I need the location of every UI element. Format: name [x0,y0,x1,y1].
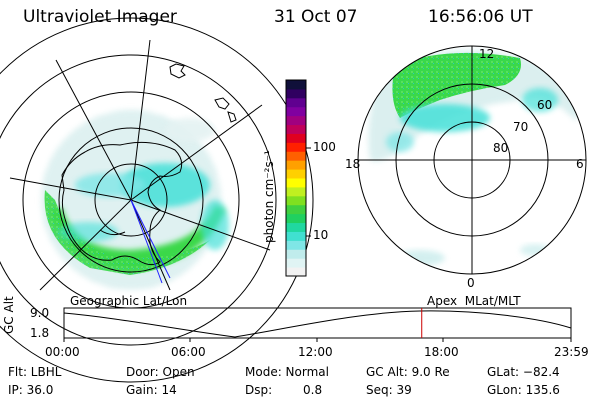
colorbar-segment [286,222,306,232]
mlat-label-60: 60 [537,98,553,112]
timeline-ytick-max: 9.0 [30,306,50,320]
colorbar-segment [286,97,306,108]
glat-info: GLat: −82.4 [487,365,560,379]
mlat-label-70: 70 [513,120,529,134]
timeline-ytick-min: 1.8 [30,326,50,340]
timeline-xtick-0600: 06:00 [171,345,206,359]
colorbar-segment [286,249,306,259]
colorbar-segment [286,124,306,134]
footprint-lines [130,199,171,284]
colorbar-segment [286,88,306,99]
colorbar-segment [286,195,306,206]
geographic-map [0,17,314,383]
instrument-title: Ultraviolet Imager [23,7,177,27]
colorbar-segment [286,231,306,241]
colorbar-segment [286,240,306,250]
mlt-label-18: 18 [345,157,361,171]
ip-info: IP: 36.0 [8,383,54,397]
colorbar-segment [286,186,306,197]
door-info: Door: Open [126,365,195,379]
right-aurora-image [368,50,585,266]
colorbar-tick-100: 100 [313,140,336,154]
left-latitude-rings [0,17,314,383]
geographic-caption: Geographic Lat/Lon [70,294,188,308]
antarctica-coastline [61,141,183,266]
colorbar-segment [286,160,306,170]
colorbar-unit-label: photon cm⁻²s⁻¹ [262,150,276,243]
colorbar-segment [286,169,306,179]
right-mlt-axes [358,46,586,274]
colorbar-segment [286,106,306,117]
dsp-label: Dsp: [245,383,273,397]
colorbar-segment [286,142,306,152]
glon-info: GLon: 135.6 [487,383,560,397]
gain-info: Gain: 14 [126,383,177,397]
colorbar-segment [286,151,306,161]
colorbar-tick-10: 10 [313,228,329,242]
timeline-xtick-1200: 12:00 [298,345,333,359]
colorbar-segment [286,258,306,268]
apex-map [357,45,587,275]
colorbar-segment [286,204,306,215]
timeline-plot [63,307,572,342]
mlt-label-6: 6 [576,157,584,171]
colorbar-segment [286,115,306,126]
mlt-label-0: 0 [467,276,475,290]
colorbar-segment [286,213,306,224]
timeline-xtick-0000: 00:00 [45,345,80,359]
colorbar-segment [286,178,306,188]
timeline-xtick-2359: 23:59 [554,345,589,359]
colorbar-segment [286,80,306,90]
filter-info: Flt: LBHL [8,365,62,379]
timeline-ticks [63,338,572,342]
date-label: 31 Oct 07 [274,7,358,27]
gc-alt-info: GC Alt: 9.0 Re [366,365,450,379]
timeline-xtick-1800: 18:00 [424,345,459,359]
dsp-value: 0.8 [303,383,323,397]
mode-info: Mode: Normal [245,365,329,379]
colorbar-segment [286,267,306,277]
left-aurora-image [41,110,229,290]
time-label: 16:56:06 UT [428,7,533,27]
island-outline [169,63,186,79]
timeline-axis-label: GC Alt [2,296,16,334]
colorbar [286,80,306,277]
mlat-label-80: 80 [493,141,509,155]
colorbar-frame [285,79,307,277]
colorbar-segment [286,133,306,143]
seq-info: Seq: 39 [366,383,412,397]
apex-caption: Apex MLat/MLT [427,294,521,308]
mlt-label-12: 12 [479,47,495,61]
